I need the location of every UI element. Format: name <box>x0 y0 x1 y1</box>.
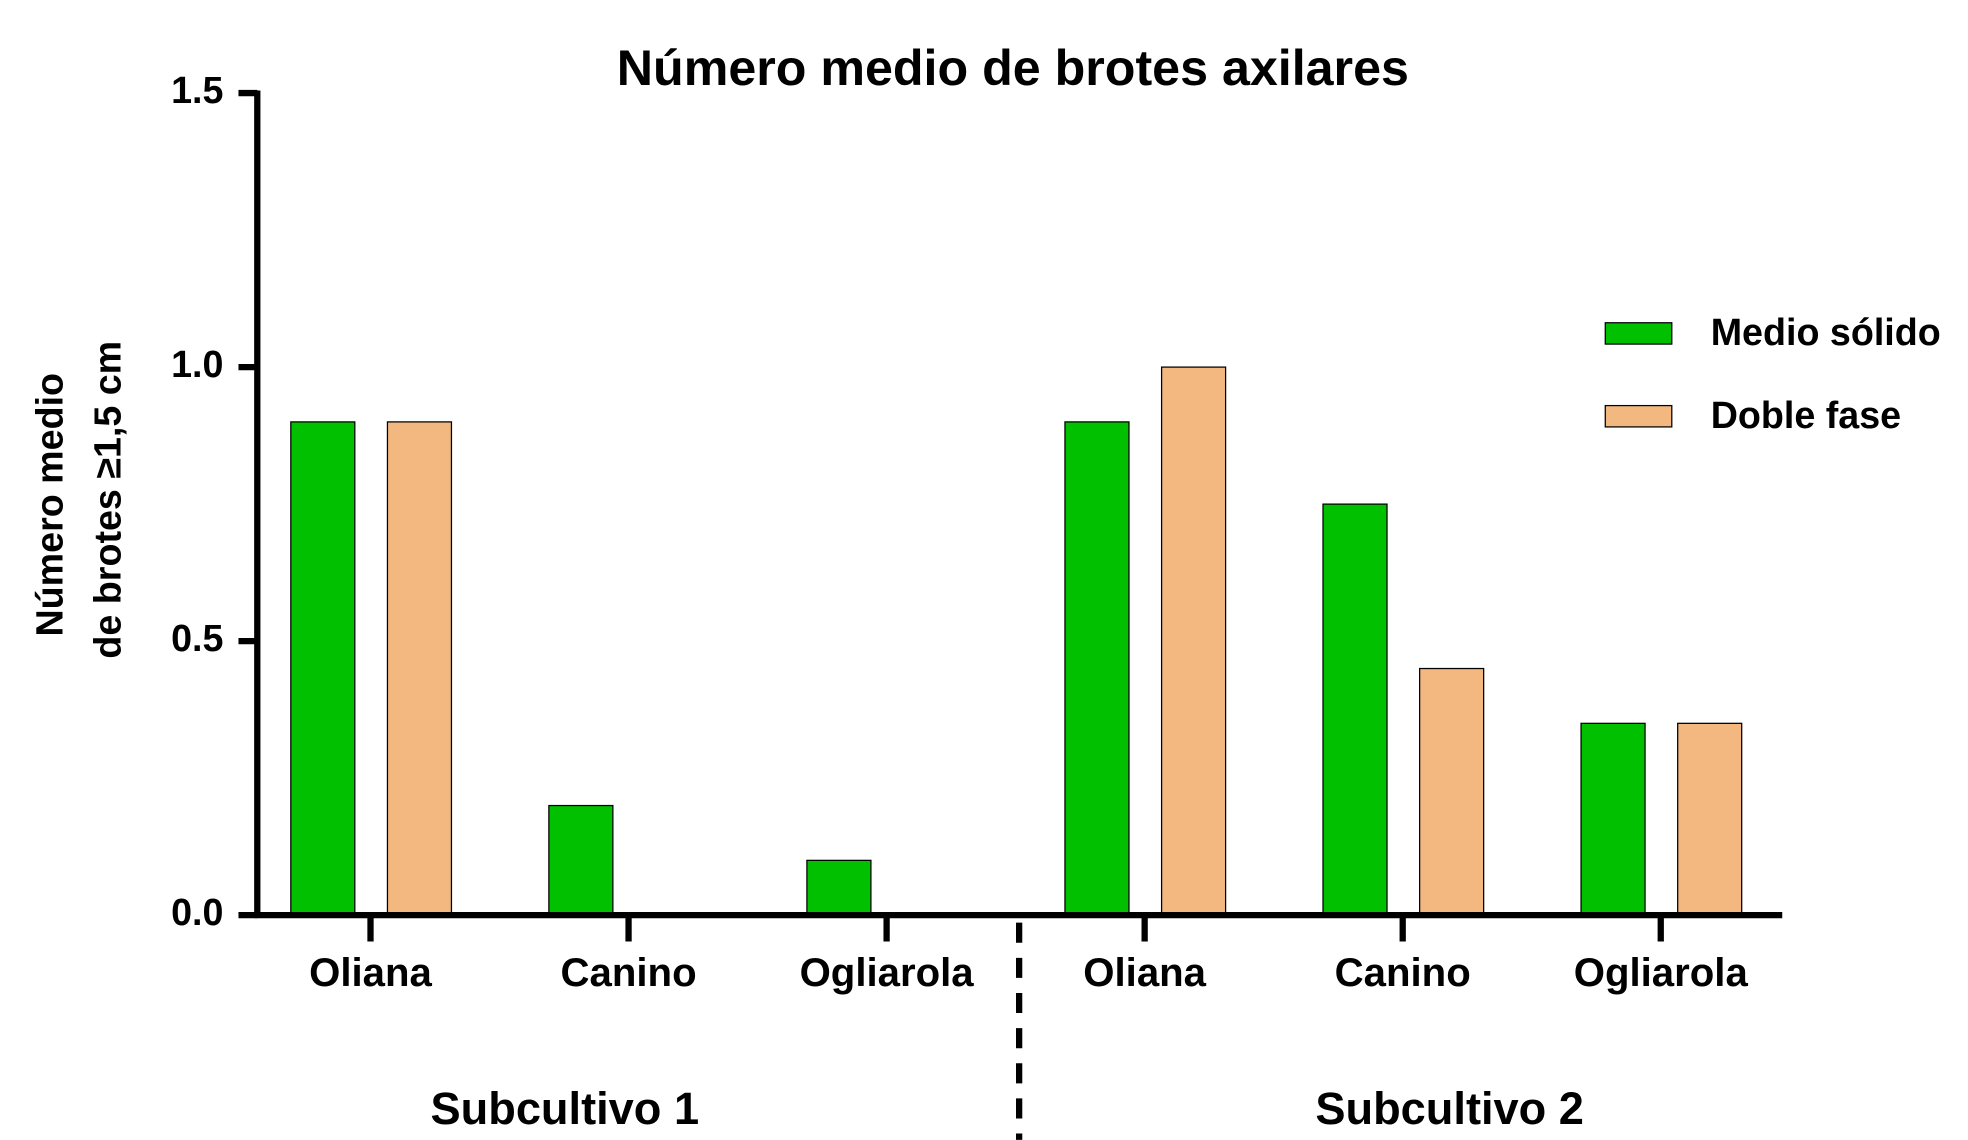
bar <box>1677 722 1743 916</box>
bar <box>1322 503 1388 916</box>
legend-swatch <box>1604 404 1673 428</box>
y-tick-label: 0.5 <box>171 617 223 659</box>
legend-label: Doble fase <box>1711 394 1901 436</box>
y-axis-label: Número medio <box>29 373 71 637</box>
y-tick-label: 1.5 <box>171 69 223 111</box>
bar <box>1064 421 1130 916</box>
bar <box>290 421 356 916</box>
bar <box>1580 722 1646 916</box>
x-tick-label: Oliana <box>309 950 432 995</box>
y-tick-label: 1.0 <box>171 343 223 385</box>
x-tick-label: Oliana <box>1083 950 1206 995</box>
legend-label: Medio sólido <box>1711 311 1941 353</box>
bar <box>548 804 614 916</box>
x-tick-label: Canino <box>561 950 697 995</box>
bar <box>806 859 872 916</box>
group-label: Subcultivo 1 <box>431 1083 700 1134</box>
y-axis-label: de brotes ≥1,5 cm <box>86 341 128 659</box>
bar <box>1419 667 1485 916</box>
group-label: Subcultivo 2 <box>1315 1083 1584 1134</box>
x-tick-label: Ogliarola <box>800 950 975 995</box>
bar <box>1160 366 1227 916</box>
x-tick-label: Canino <box>1335 950 1471 995</box>
bar <box>386 421 453 916</box>
y-tick-label: 0.0 <box>171 891 223 933</box>
legend-swatch <box>1604 322 1673 345</box>
x-tick-label: Ogliarola <box>1574 950 1749 995</box>
chart-title: Número medio de brotes axilares <box>617 40 1409 96</box>
